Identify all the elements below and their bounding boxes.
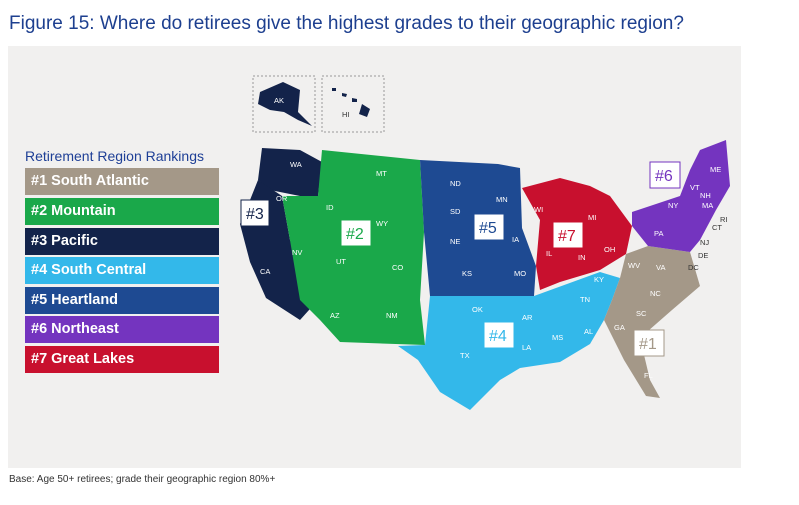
alaska-inset-frame [252,75,316,133]
label-OH: OH [604,245,615,254]
label-ND: ND [450,179,461,188]
label-WI: WI [534,205,543,214]
label-AL: AL [584,327,593,336]
label-TN: TN [580,295,590,304]
label-DC: DC [688,263,699,272]
label-CA: CA [260,267,270,276]
label-FL: FL [644,371,653,380]
base-note: Base: Age 50+ retirees; grade their geog… [9,474,276,485]
label-NC: NC [650,289,661,298]
label-IN: IN [578,253,586,262]
label-KS: KS [462,269,472,278]
svg-text:#1: #1 [639,336,657,353]
label-AZ: AZ [330,311,340,320]
legend-title: Retirement Region Rankings [25,148,204,164]
label-VT: VT [690,183,700,192]
label-MA: MA [702,201,713,210]
rank-box-3: #3 [240,199,270,227]
svg-text:#5: #5 [479,220,497,237]
label-RI: RI [720,215,728,224]
legend-item-mountain: #2 Mountain [25,198,219,225]
label-HI: HI [342,110,350,119]
svg-text:#6: #6 [655,168,673,185]
south-atlantic-region [604,246,700,398]
svg-text:#3: #3 [246,206,264,223]
rank-box-5: #5 [473,213,505,241]
svg-text:#2: #2 [346,226,364,243]
label-OR: OR [276,194,288,203]
label-CT: CT [712,223,722,232]
legend-item-south-atlantic: #1 South Atlantic [25,168,219,195]
label-AK: AK [274,96,284,105]
legend-item-heartland: #5 Heartland [25,287,219,314]
label-ID: ID [326,203,334,212]
legend-item-south-central: #4 South Central [25,257,219,284]
rank-box-1: #1 [633,329,665,357]
legend-item-pacific: #3 Pacific [25,228,219,255]
label-NY: NY [668,201,678,210]
hawaii-inset-frame [321,75,385,133]
label-UT: UT [336,257,346,266]
label-NE: NE [450,237,460,246]
state-HI [332,88,370,117]
rank-box-7: #7 [552,221,584,249]
legend-item-great-lakes: #7 Great Lakes [25,346,219,373]
label-DE: DE [698,251,708,260]
label-OK: OK [472,305,483,314]
label-NM: NM [386,311,398,320]
label-WA: WA [290,160,302,169]
label-MS: MS [552,333,563,342]
rank-box-4: #4 [483,321,515,349]
svg-text:#7: #7 [558,228,576,245]
label-NH: NH [700,191,711,200]
label-MO: MO [514,269,526,278]
label-IL: IL [546,249,552,258]
mountain-region [282,150,425,345]
label-SC: SC [636,309,647,318]
label-AR: AR [522,313,533,322]
rank-box-6: #6 [649,161,681,189]
label-PA: PA [654,229,663,238]
label-SD: SD [450,207,461,216]
label-CO: CO [392,263,403,272]
label-NV: NV [292,248,302,257]
label-MT: MT [376,169,387,178]
state-AK [258,82,312,126]
label-LA: LA [522,343,531,352]
label-MN: MN [496,195,508,204]
label-KY: KY [594,275,604,284]
label-ME: ME [710,165,721,174]
label-IA: IA [512,235,519,244]
label-WV: WV [628,261,640,270]
label-WY: WY [376,219,388,228]
legend-item-northeast: #6 Northeast [25,316,219,343]
rank-box-2: #2 [340,219,372,247]
northeast-region [632,140,730,252]
label-NJ: NJ [700,238,709,247]
label-GA: GA [614,323,625,332]
svg-text:#4: #4 [489,328,507,345]
label-VA: VA [656,263,665,272]
label-MI: MI [588,213,596,222]
figure-title: Figure 15: Where do retirees give the hi… [9,13,684,34]
label-TX: TX [460,351,470,360]
state-WA-OR [258,148,322,196]
